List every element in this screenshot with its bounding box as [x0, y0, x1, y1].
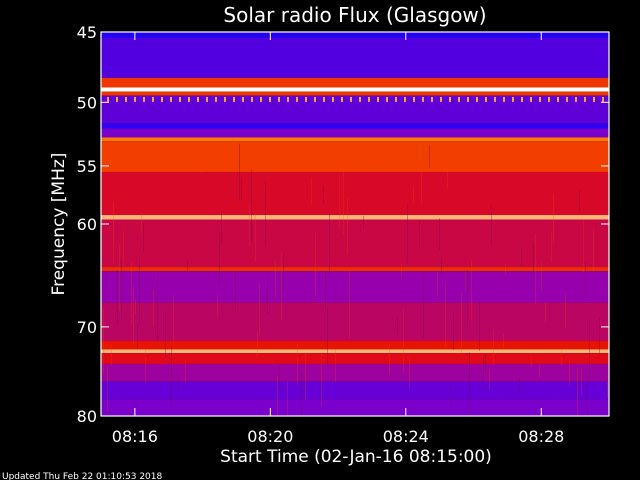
x-tick-label: 08:16: [112, 427, 158, 446]
frequency-band: [101, 353, 609, 364]
plot-area: [101, 32, 609, 416]
frequency-band: [101, 77, 609, 88]
y-tick-label: 80: [77, 407, 97, 426]
frequency-band: [101, 381, 609, 400]
updated-timestamp: Updated Thu Feb 22 01:10:53 2018: [2, 472, 163, 480]
frequency-band: [101, 32, 609, 38]
frequency-band: [101, 399, 609, 416]
y-tick-label: 60: [77, 215, 97, 234]
frequency-band: [101, 141, 609, 172]
y-tick-label: 45: [77, 23, 97, 42]
frequency-band: [101, 91, 609, 96]
frequency-band: [101, 267, 609, 272]
frequency-band: [101, 87, 609, 92]
frequency-band: [101, 171, 609, 216]
frequency-band: [101, 128, 609, 138]
x-axis-label: Start Time (02-Jan-16 08:15:00): [220, 447, 492, 467]
x-tick-label: 08:24: [383, 427, 429, 446]
frequency-band: [101, 137, 609, 142]
frequency-band: [101, 95, 609, 124]
x-tick-label: 08:28: [518, 427, 564, 446]
frequency-band: [101, 215, 609, 220]
chart-title: Solar radio Flux (Glasgow): [223, 3, 486, 27]
frequency-band: [101, 349, 609, 354]
y-tick-label: 50: [77, 93, 97, 112]
frequency-band: [101, 123, 609, 129]
spectrogram-texture: [103, 96, 608, 416]
y-tick-label: 55: [77, 157, 97, 176]
frequency-band: [101, 219, 609, 268]
frequency-band: [101, 363, 609, 382]
y-axis-label: Frequency [MHz]: [49, 153, 69, 296]
frequency-band: [101, 37, 609, 78]
frequency-band: [101, 341, 609, 350]
y-tick-label: 70: [77, 318, 97, 337]
frequency-band: [101, 302, 609, 342]
frequency-band: [101, 271, 609, 303]
axis-ticks: 45 50 55 60 70 80 08:16 08:20 08:24 08:28: [77, 23, 609, 446]
x-tick-label: 08:20: [247, 427, 293, 446]
